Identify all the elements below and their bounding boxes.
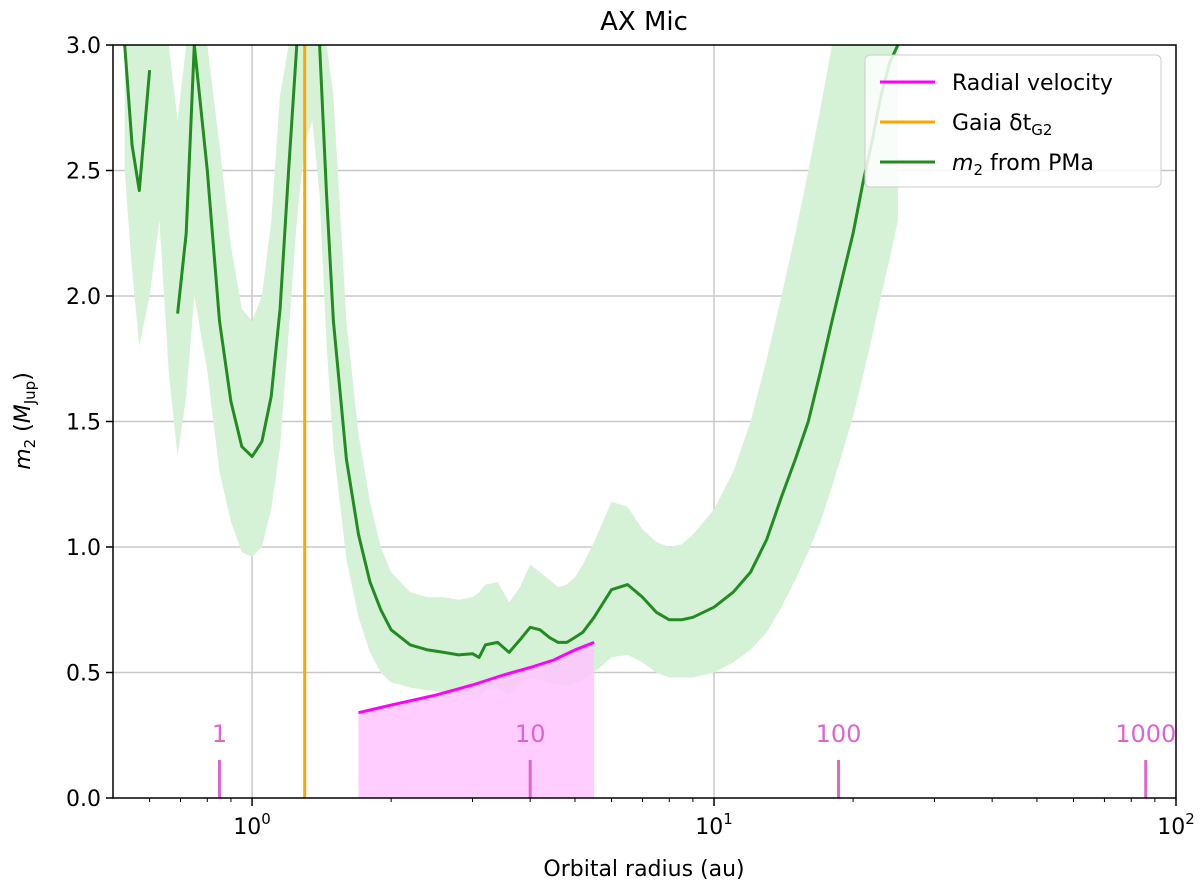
rv-fill [358, 642, 595, 798]
x-axis-title: Orbital radius (au) [543, 857, 744, 882]
legend-label-gaia: Gaia δtG2 [952, 111, 1052, 139]
rv-line [358, 641, 595, 715]
period-label: 1 [212, 720, 227, 748]
y-tick-label: 0.5 [66, 662, 101, 687]
legend-box [864, 54, 1162, 188]
x-tick-label: 102 [1157, 810, 1195, 840]
legend-label-pma: m2 from PMa [952, 151, 1094, 179]
period-label: 10 [515, 720, 546, 748]
y-tick-label: 3.0 [66, 34, 101, 59]
period-label: 1000 [1115, 720, 1176, 748]
pma-uncertainty-band [124, 45, 898, 698]
y-tick-label: 2.5 [66, 160, 101, 185]
rv-detection-region [358, 642, 595, 798]
pma-series [123, 45, 900, 659]
period-label: 100 [816, 720, 862, 748]
pma-band [124, 45, 898, 698]
pma-line [123, 45, 900, 659]
legend-label-rv: Radial velocity [952, 71, 1113, 96]
y-tick-label: 2.0 [66, 285, 101, 310]
legend: Radial velocity Gaia δtG2 m2 from PMa [864, 54, 1162, 188]
x-tick-label: 101 [695, 810, 733, 840]
y-axis-title: m2 (MJup) [11, 372, 39, 470]
y-tick-label: 0.0 [66, 787, 101, 812]
period-axis: 1 10 100 1000 [212, 720, 1176, 798]
rv-series [358, 641, 595, 715]
chart-title: AX Mic [600, 7, 688, 37]
y-tick-label: 1.0 [66, 536, 101, 561]
x-tick-label: 100 [233, 810, 271, 840]
y-tick-label: 1.5 [66, 411, 101, 436]
